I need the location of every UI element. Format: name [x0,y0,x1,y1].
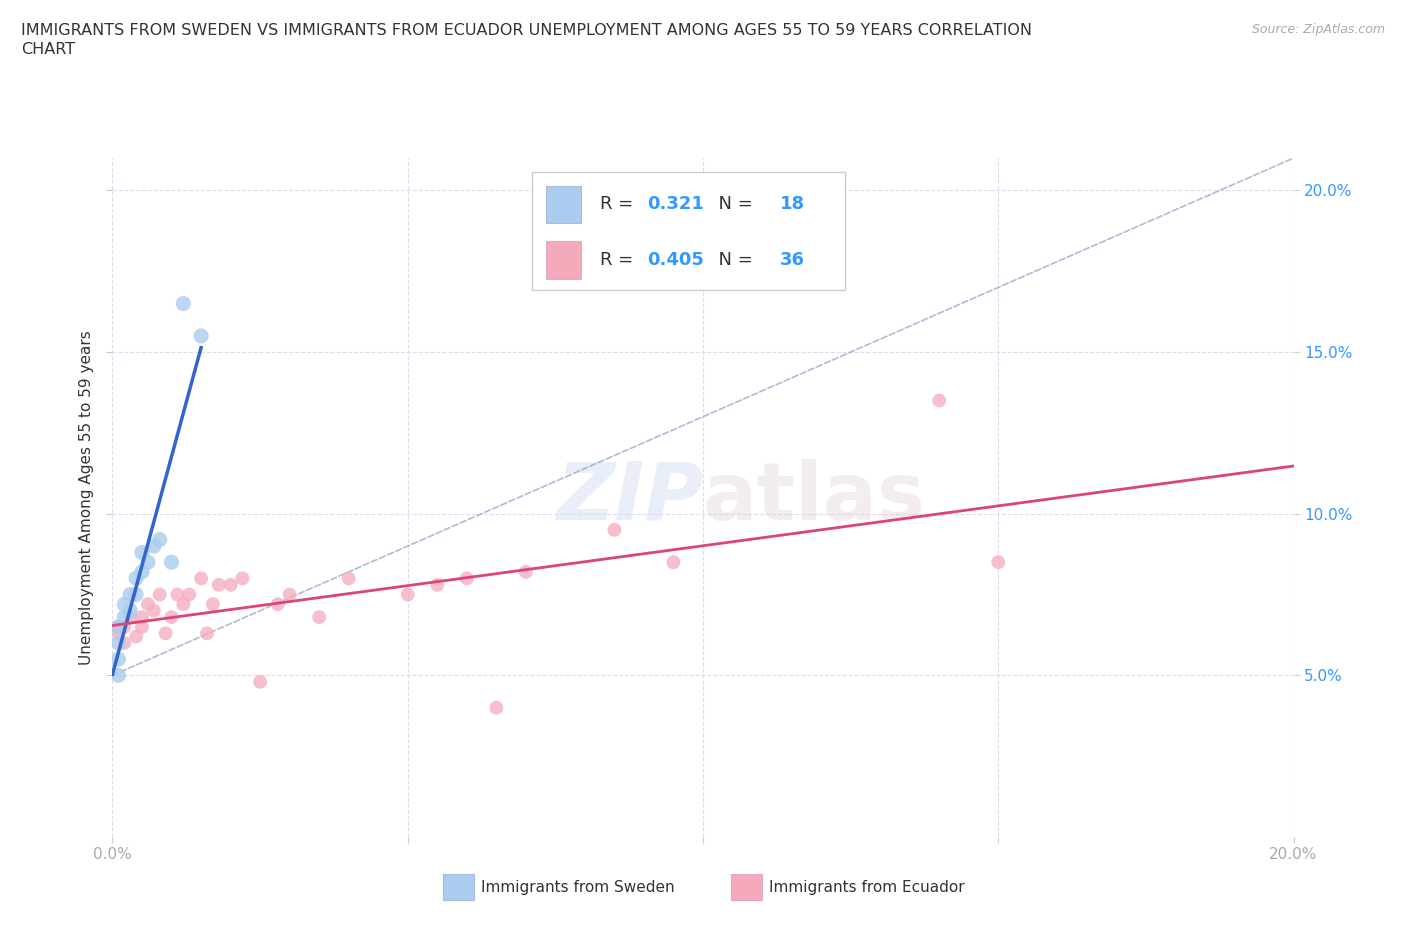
Point [107,652,129,667]
Point [278,587,301,602]
Point [219,578,242,592]
Point [107,619,129,634]
Point [396,587,419,602]
Text: R =: R = [600,251,640,269]
Point [662,555,685,570]
Point [112,610,135,625]
Text: Source: ZipAtlas.com: Source: ZipAtlas.com [1251,23,1385,36]
Point [337,571,360,586]
Point [125,629,148,644]
Text: atlas: atlas [703,458,927,537]
FancyBboxPatch shape [546,241,581,279]
Point [131,619,153,634]
Point [249,674,271,689]
Point [308,610,330,625]
Point [149,587,172,602]
Point [515,565,537,579]
Point [603,523,626,538]
Point [201,597,224,612]
Point [125,587,148,602]
Point [426,578,449,592]
Text: ZIP: ZIP [555,458,703,537]
Point [172,296,194,311]
Text: 0.321: 0.321 [648,195,704,213]
Point [160,610,183,625]
Point [131,565,153,579]
Point [987,555,1010,570]
Text: Immigrants from Ecuador: Immigrants from Ecuador [769,880,965,895]
Text: 36: 36 [780,251,804,269]
Point [155,626,177,641]
Point [131,610,153,625]
Point [149,532,172,547]
Point [120,610,142,625]
Point [166,587,188,602]
Point [107,619,129,634]
Point [120,587,142,602]
Point [172,597,194,612]
Point [125,571,148,586]
Point [928,393,950,408]
Point [142,604,165,618]
Point [267,597,290,612]
Point [107,626,129,641]
Text: 18: 18 [780,195,804,213]
Y-axis label: Unemployment Among Ages 55 to 59 years: Unemployment Among Ages 55 to 59 years [79,330,94,665]
Text: IMMIGRANTS FROM SWEDEN VS IMMIGRANTS FROM ECUADOR UNEMPLOYMENT AMONG AGES 55 TO : IMMIGRANTS FROM SWEDEN VS IMMIGRANTS FRO… [21,23,1032,38]
Text: N =: N = [707,195,758,213]
Point [112,597,135,612]
Point [112,635,135,650]
Point [179,587,201,602]
Point [456,571,478,586]
Point [142,538,165,553]
Text: CHART: CHART [21,42,75,57]
Text: Immigrants from Sweden: Immigrants from Sweden [481,880,675,895]
FancyBboxPatch shape [546,186,581,223]
Point [136,597,159,612]
Point [120,604,142,618]
Point [190,571,212,586]
Point [131,545,153,560]
Point [190,328,212,343]
Point [208,578,231,592]
Text: N =: N = [707,251,758,269]
Point [136,555,159,570]
Point [107,668,129,683]
Point [195,626,218,641]
Point [107,635,129,650]
Point [160,555,183,570]
Text: 0.405: 0.405 [648,251,704,269]
Point [112,619,135,634]
Point [231,571,253,586]
FancyBboxPatch shape [531,172,845,290]
Point [485,700,508,715]
Text: R =: R = [600,195,640,213]
